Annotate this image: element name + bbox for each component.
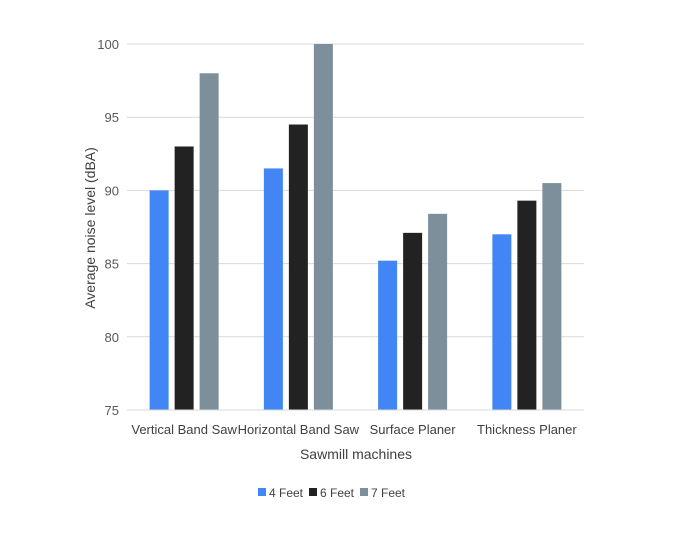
bar — [149, 190, 169, 410]
x-category-label: Vertical Band Saw — [131, 422, 237, 437]
y-axis-title: Average noise level (dBA) — [82, 147, 98, 309]
gridlines — [127, 43, 584, 338]
x-axis-title: Sawmill machines — [300, 446, 412, 462]
bar — [542, 183, 562, 410]
legend-swatch — [360, 488, 368, 496]
bar — [428, 213, 448, 410]
bars — [149, 44, 562, 411]
x-axis-category-labels: Vertical Band Saw Horizontal Band Saw Surf… — [131, 422, 577, 437]
bar — [199, 73, 219, 410]
y-tick-label: 95 — [105, 110, 119, 125]
bar — [288, 124, 308, 411]
bar — [174, 146, 194, 411]
legend: 4 Feet 6 Feet 7 Feet — [258, 486, 406, 500]
legend-label: 7 Feet — [371, 486, 406, 500]
x-category-label: Surface Planer — [370, 422, 457, 437]
y-tick-label: 80 — [105, 330, 119, 345]
x-category-label: Horizontal Band Saw — [238, 422, 360, 437]
y-tick-label: 85 — [105, 257, 119, 272]
legend-label: 6 Feet — [320, 486, 355, 500]
bar — [403, 232, 423, 410]
y-axis-tick-labels: 75 80 85 90 95 100 — [97, 37, 119, 418]
x-category-label: Thickness Planer — [477, 422, 577, 437]
y-tick-label: 90 — [105, 183, 119, 198]
bar — [517, 200, 537, 410]
legend-swatch — [309, 488, 317, 496]
y-tick-label: 75 — [105, 403, 119, 418]
bar — [263, 168, 283, 410]
legend-swatch — [258, 488, 266, 496]
bar — [313, 44, 333, 410]
y-tick-label: 100 — [97, 37, 119, 52]
bar — [378, 260, 398, 410]
bar — [492, 234, 512, 410]
legend-label: 4 Feet — [269, 486, 304, 500]
